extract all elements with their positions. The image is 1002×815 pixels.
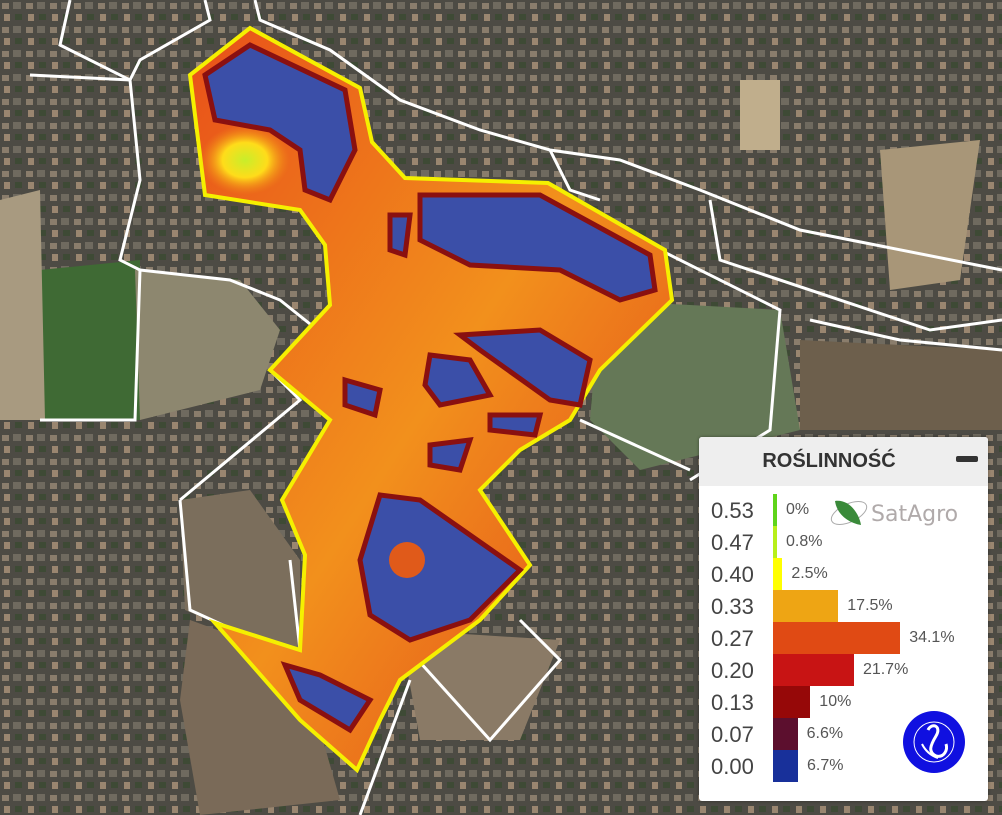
legend-row: 0.47 0.8%: [699, 526, 988, 558]
histogram-bar: [773, 590, 839, 622]
legend-row: 0.27 34.1%: [699, 622, 988, 654]
legend-value: 0.13: [711, 690, 754, 715]
histogram-bar: [773, 750, 798, 782]
histogram-bar: [773, 526, 777, 558]
legend-value: 0.47: [711, 530, 754, 555]
legend-value: 0.27: [711, 626, 754, 651]
legend-row: 0.33 17.5%: [699, 590, 988, 622]
vegetation-index-field: [187, 25, 675, 774]
legend-row: 0.00 6.7%: [699, 750, 988, 782]
legend-percent: 6.6%: [806, 725, 844, 742]
legend-value: 0.40: [711, 562, 754, 587]
satagro-logo: SatAgro: [830, 500, 958, 527]
legend-title: ROŚLINNOŚĆ: [762, 450, 896, 472]
legend-value: 0.53: [711, 498, 754, 523]
legend-percent: 0%: [786, 501, 810, 518]
histogram-bar: [773, 558, 783, 590]
legend-percent: 17.5%: [847, 597, 893, 614]
legend-percent: 2.5%: [791, 565, 828, 582]
vegetation-legend: ROŚLINNOŚĆ 0.53 0% 0.47 0.8% 0.40 2.5% 0.33 17.…: [699, 437, 988, 801]
histogram-bar: [773, 494, 777, 526]
histogram-bar: [773, 622, 901, 654]
legend-percent: 0.8%: [786, 533, 823, 550]
legend-value: 0.33: [711, 594, 754, 619]
high-vegetation-zone: [200, 125, 290, 195]
legend-row: 0.40 2.5%: [699, 558, 988, 590]
legend-row: 0.53 0%: [699, 494, 988, 526]
legend-percent: 34.1%: [909, 629, 955, 646]
low-vegetation-zones: [202, 42, 658, 734]
legend-percent: 21.7%: [862, 661, 909, 678]
legend-percent: 10%: [819, 693, 852, 710]
svg-text:SatAgro: SatAgro: [871, 502, 958, 527]
minus-icon[interactable]: [956, 456, 978, 462]
farmland: [0, 80, 1002, 815]
histogram-bar: [773, 654, 854, 686]
histogram-bar: [773, 718, 798, 750]
legend-value: 0.07: [711, 722, 754, 747]
legend-value: 0.20: [711, 658, 754, 683]
legend-percent: 6.7%: [806, 757, 844, 774]
committee-logo: [903, 711, 965, 773]
histogram-bar: [773, 686, 811, 718]
legend-value: 0.00: [711, 754, 754, 779]
legend-row: 0.07 6.6%: [699, 718, 988, 750]
legend-row: 0.20 21.7%: [699, 654, 988, 686]
legend-row: 0.13 10%: [699, 686, 988, 718]
legend-header: ROŚLINNOŚĆ: [699, 437, 988, 486]
